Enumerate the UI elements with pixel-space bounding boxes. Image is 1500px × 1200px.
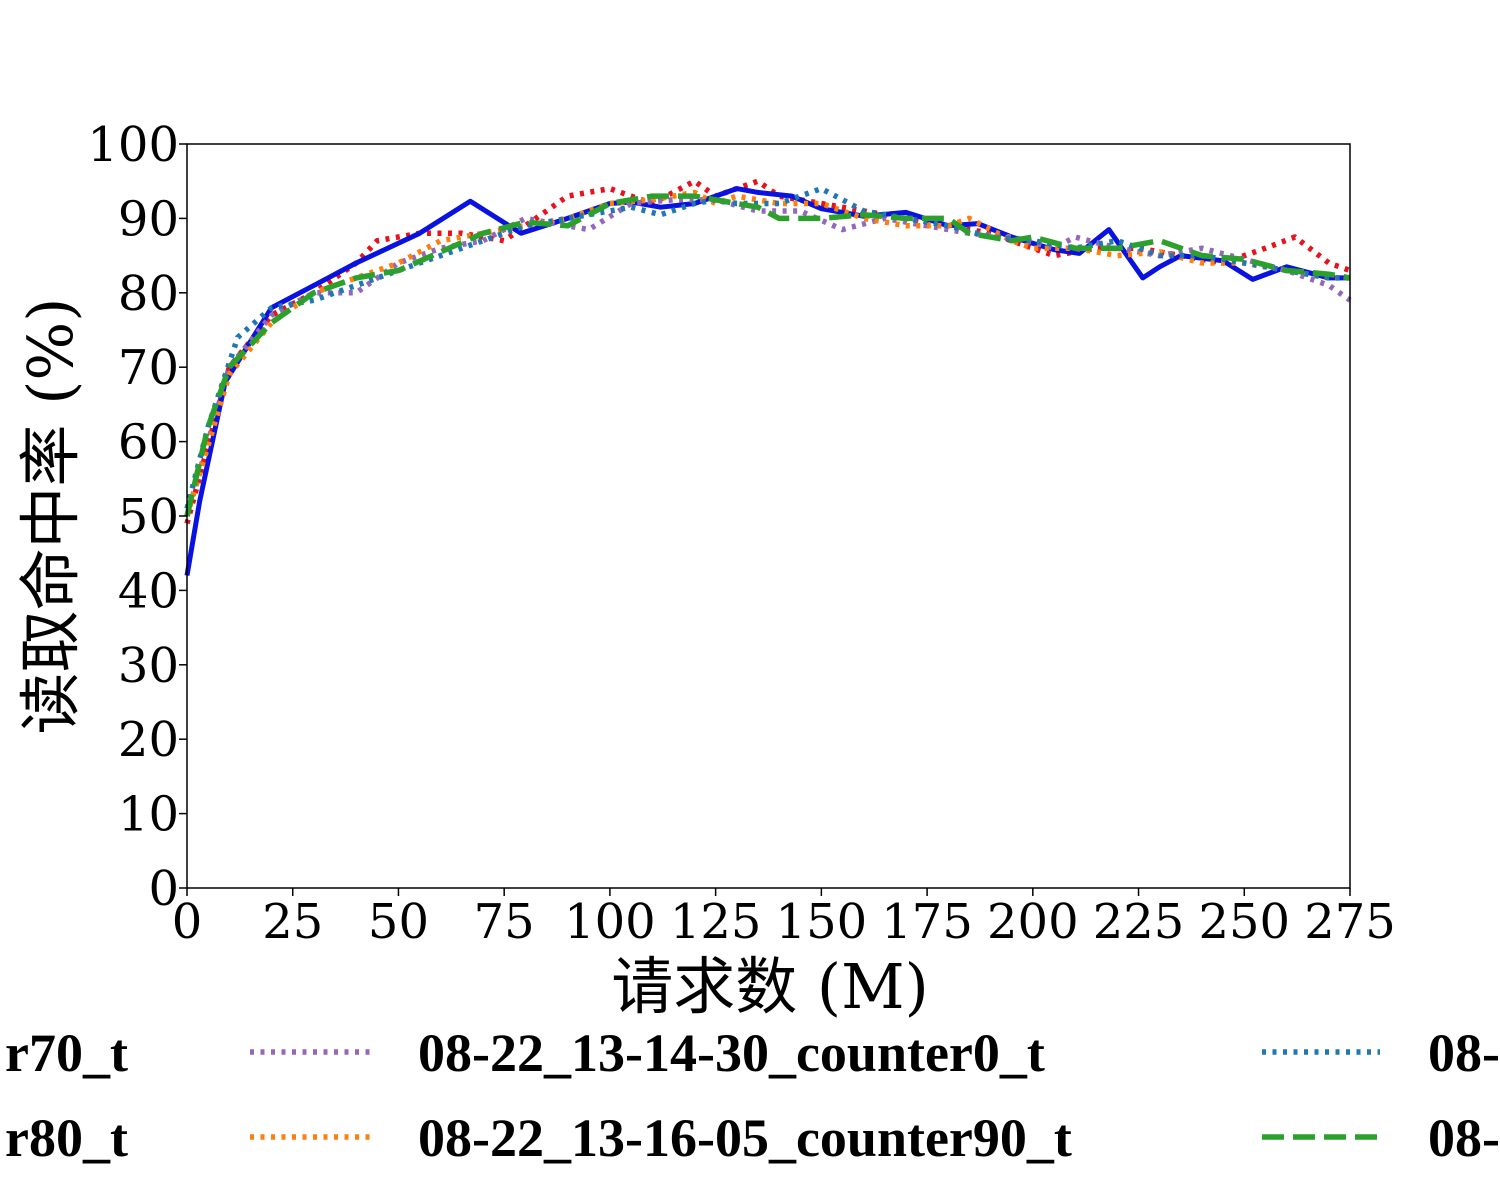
y-tick-label: 60 — [118, 415, 179, 471]
legend-label: 08-22_13-14-30_counter0_t — [418, 1023, 1045, 1083]
y-tick-label: 90 — [118, 191, 179, 247]
x-tick-label: 250 — [1198, 894, 1290, 950]
y-tick-label: 80 — [118, 266, 179, 322]
legend-label: r70_t — [5, 1023, 128, 1083]
series-line-blue-solid — [184, 186, 1350, 576]
x-tick-label: 200 — [987, 894, 1079, 950]
y-tick-label: 30 — [118, 638, 179, 694]
y-tick-label: 20 — [118, 712, 179, 768]
y-tick-label: 50 — [118, 489, 179, 545]
legend-label: 08- — [1428, 1108, 1500, 1168]
y-tick-label: 10 — [118, 787, 179, 843]
legend-label: 08- — [1428, 1023, 1500, 1083]
series-line-teal-dotted — [184, 185, 1350, 510]
x-axis-ticks: 0 25 50 75 100 125 150 175 200 225 250 275 — [172, 888, 1396, 950]
x-tick-label: 225 — [1093, 894, 1185, 950]
legend-label: 08-22_13-16-05_counter90_t — [418, 1108, 1072, 1168]
y-tick-label: 70 — [118, 340, 179, 396]
x-tick-label: 50 — [368, 894, 429, 950]
x-tick-label: 100 — [564, 894, 656, 950]
x-tick-label: 125 — [670, 894, 762, 950]
x-tick-label: 275 — [1304, 894, 1396, 950]
y-axis-label: 读取命中率 (%) — [14, 298, 87, 735]
plot-series — [184, 178, 1352, 576]
series-line-green-dashed — [184, 193, 1351, 517]
legend-label: r80_t — [5, 1108, 128, 1168]
y-tick-label: 40 — [118, 563, 179, 619]
y-tick-label: 100 — [87, 117, 179, 173]
x-tick-label: 175 — [881, 894, 973, 950]
x-tick-label: 75 — [474, 894, 535, 950]
x-tick-label: 150 — [776, 894, 868, 950]
x-axis-label: 请求数 (M) — [611, 950, 929, 1023]
series-line-red-dotted — [184, 178, 1351, 525]
series-line-orange-dotted — [184, 189, 1350, 517]
x-tick-label: 0 — [172, 894, 203, 950]
y-axis-ticks: 0 10 20 30 40 50 60 70 80 90 100 — [87, 117, 187, 917]
legend: r70_t r80_t 08-22_13-14-30_counter0_t 08-22… — [5, 1023, 1500, 1168]
x-tick-label: 25 — [262, 894, 323, 950]
y-tick-label: 0 — [148, 861, 179, 917]
